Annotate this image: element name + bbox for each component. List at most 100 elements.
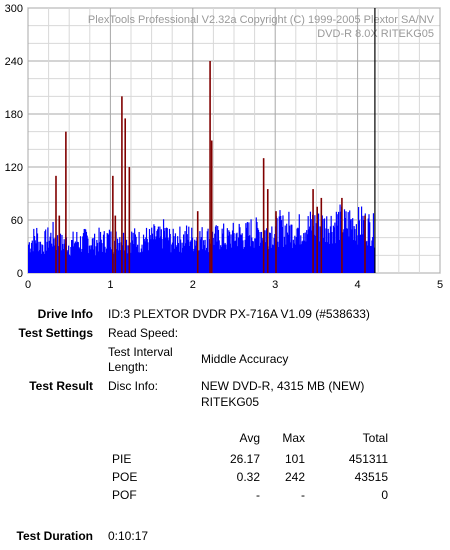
pie-bar [279,210,281,273]
pie-bar [260,231,263,273]
pie-bar [30,248,32,273]
pie-bar [137,252,139,273]
pie-bar [189,241,191,273]
pie-bar [79,236,82,273]
pie-bar [259,232,261,273]
pie-bar [202,249,204,273]
pie-bar [153,224,155,273]
pie-bar [59,233,62,273]
pie-bar [332,243,334,273]
pie-bar [69,255,71,273]
pie-bar [306,234,309,273]
pie-bar [231,247,233,273]
pie-bar [96,239,98,273]
pie-bar [127,245,129,273]
pie-bar [199,231,201,273]
pie-bar [294,244,297,273]
poe-spike [262,158,265,273]
pie-bar [178,251,180,273]
pie-bar [356,235,358,273]
pie-bar [337,214,339,273]
pie-bar [353,226,355,273]
pie-bar [89,245,91,273]
pie-bar [48,247,50,273]
poe-spike [196,211,199,273]
pie-bar [313,234,315,273]
pie-bar [125,239,128,273]
pie-bar [256,221,258,273]
pie-bar [48,240,50,273]
pie-bar [366,245,369,273]
table-cell-total: 0 [381,488,388,502]
pie-bar [265,230,267,273]
pie-bar [318,241,320,273]
pie-bar [204,239,206,273]
pie-bar [131,231,133,273]
pie-bar [171,242,174,273]
poe-spike [320,197,323,273]
pie-bar [297,228,300,273]
pie-bar [129,242,131,273]
pie-bar [220,245,222,273]
pie-bar [249,246,251,273]
pie-bar [358,220,360,273]
pie-bar [298,214,300,273]
pie-bar [299,244,301,273]
pie-bar [195,240,197,273]
pie-bar [359,234,361,273]
pie-bar [109,247,111,273]
pie-bar [149,235,151,273]
pie-bar [245,223,247,273]
data-bars [28,61,376,274]
pie-bar [91,245,93,273]
x-tick-label: 3 [272,279,278,291]
y-tick-label: 120 [5,162,23,174]
pie-bar [159,226,161,273]
x-tick-label: 4 [355,279,361,291]
pie-bar [142,251,144,273]
pie-bar [86,235,88,273]
pie-bar [228,230,230,273]
pie-bar [133,243,135,273]
pie-bar [369,222,371,273]
read-speed-label: Read Speed: [108,326,179,340]
pie-bar [291,224,293,273]
pie-bar [254,238,256,273]
pie-bar [283,236,286,273]
pie-bar [360,206,363,273]
pie-bar [323,237,325,273]
pie-bar [76,241,79,273]
table-cell-max: 101 [284,452,305,466]
disc-info-value-line-2: RITEKG05 [201,395,260,409]
pie-bar [369,245,372,273]
interval-label-2: Length: [108,360,149,374]
pie-bar [243,247,246,273]
pie-bar [68,245,70,273]
pie-bar [194,239,196,273]
pie-bar [362,215,364,273]
pie-bar [257,229,260,273]
pie-bar [231,230,234,273]
pie-bar [350,219,352,273]
pie-bar [151,227,153,273]
pie-bar [53,238,55,273]
pie-bar [220,247,223,273]
pie-bar [355,224,357,273]
pie-bar [136,246,138,273]
drive-info-label: Drive Info [37,307,93,321]
table-cell-max: - [301,488,305,502]
pie-bar [80,251,82,273]
pie-bar [305,241,307,273]
pie-bar [46,241,48,273]
pie-bar [72,231,74,273]
pie-bar [252,241,254,273]
pie-bar [243,248,245,273]
pie-bar [64,243,66,273]
pie-bar [274,234,276,273]
pie-bar [185,225,188,273]
pie-bar [118,242,120,273]
pie-bar [90,249,92,273]
pie-bar [198,250,200,273]
pie-bar [230,234,232,273]
pie-bar [246,222,248,273]
